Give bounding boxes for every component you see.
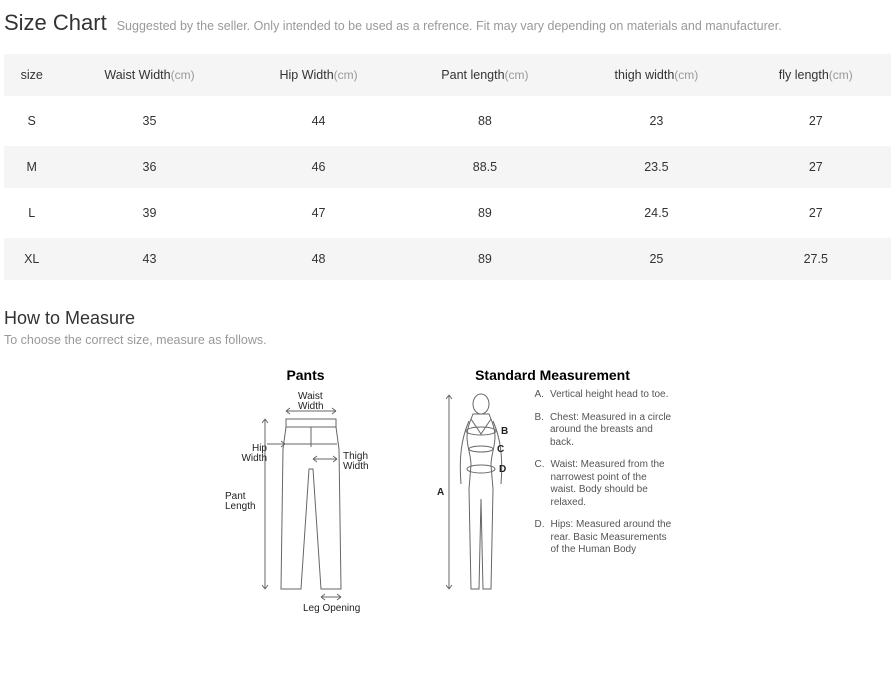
standard-measurement-title: Standard Measurement	[431, 367, 675, 383]
table-cell: 24.5	[572, 192, 740, 234]
table-cell: 89	[398, 192, 573, 234]
svg-text:B: B	[501, 426, 508, 437]
table-cell: 89	[398, 238, 573, 280]
svg-text:Length: Length	[225, 501, 256, 512]
table-cell: 48	[240, 238, 398, 280]
pants-diagram-title: Pants	[221, 367, 391, 383]
table-cell: 27	[741, 146, 891, 188]
size-chart-title: Size Chart	[4, 10, 107, 36]
how-to-measure-title: How to Measure	[4, 308, 891, 329]
table-cell: 35	[59, 100, 239, 142]
legend-item: A.Vertical height head to toe.	[535, 389, 675, 402]
legend-item: B.Chest: Measured in a circle around the…	[535, 412, 675, 450]
table-cell: 43	[59, 238, 239, 280]
table-cell: 88	[398, 100, 573, 142]
table-cell: M	[4, 146, 59, 188]
table-cell: 27.5	[741, 238, 891, 280]
table-cell: S	[4, 100, 59, 142]
table-cell: 23.5	[572, 146, 740, 188]
table-row: S3544882327	[4, 100, 891, 142]
column-header: Hip Width(cm)	[240, 54, 398, 96]
table-cell: XL	[4, 238, 59, 280]
svg-text:A: A	[437, 487, 444, 498]
table-cell: 39	[59, 192, 239, 234]
pants-diagram: Pants	[221, 367, 391, 624]
svg-text:D: D	[499, 464, 506, 475]
table-cell: 27	[741, 192, 891, 234]
table-cell: 23	[572, 100, 740, 142]
measurement-legend: A.Vertical height head to toe. B.Chest: M…	[535, 389, 675, 557]
table-cell: L	[4, 192, 59, 234]
size-chart-table: sizeWaist Width(cm)Hip Width(cm)Pant len…	[4, 50, 891, 284]
column-header: size	[4, 54, 59, 96]
column-header: thigh width(cm)	[572, 54, 740, 96]
standard-measurement-diagram: Standard Measurement	[431, 367, 675, 604]
column-header: fly length(cm)	[741, 54, 891, 96]
svg-text:Leg Opening: Leg Opening	[303, 603, 360, 614]
table-cell: 44	[240, 100, 398, 142]
legend-item: C.Waist: Measured from the narrowest poi…	[535, 459, 675, 509]
size-chart-subtitle: Suggested by the seller. Only intended t…	[117, 19, 782, 33]
svg-text:Width: Width	[343, 461, 369, 472]
table-cell: 46	[240, 146, 398, 188]
pants-svg: Waist Width Hip Width Thigh Width Pant L…	[221, 389, 391, 619]
table-row: XL4348892527.5	[4, 238, 891, 280]
how-to-measure-subtitle: To choose the correct size, measure as f…	[4, 333, 891, 347]
table-cell: 27	[741, 100, 891, 142]
svg-text:Width: Width	[241, 453, 267, 464]
table-cell: 36	[59, 146, 239, 188]
table-cell: 25	[572, 238, 740, 280]
table-cell: 47	[240, 192, 398, 234]
table-cell: 88.5	[398, 146, 573, 188]
table-row: L39478924.527	[4, 192, 891, 234]
column-header: Pant length(cm)	[398, 54, 573, 96]
legend-item: D.Hips: Measured around the rear. Basic …	[535, 519, 675, 557]
table-row: M364688.523.527	[4, 146, 891, 188]
column-header: Waist Width(cm)	[59, 54, 239, 96]
body-svg: A B C D	[431, 389, 521, 604]
svg-text:C: C	[497, 444, 504, 455]
svg-text:Width: Width	[298, 401, 324, 412]
